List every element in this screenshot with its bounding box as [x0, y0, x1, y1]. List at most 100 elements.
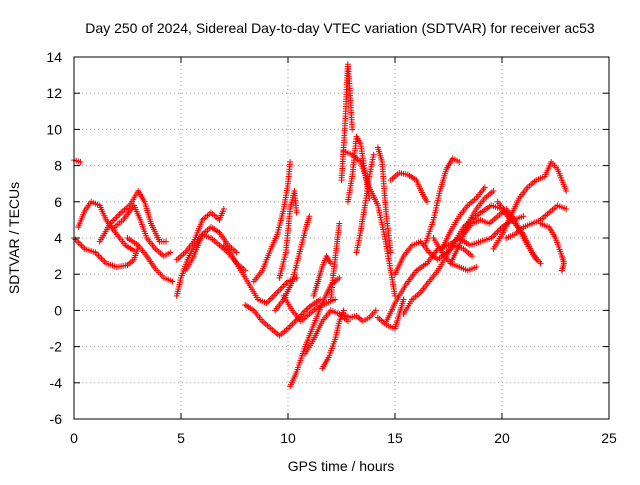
data-point	[481, 184, 488, 191]
data-point	[74, 238, 81, 245]
series-arc-37	[490, 158, 570, 252]
data-point	[274, 289, 281, 296]
series-arc-35	[439, 184, 488, 252]
series-arc-14	[276, 187, 300, 281]
data-point	[372, 307, 379, 314]
data-point	[265, 298, 272, 305]
data-point	[130, 247, 137, 254]
data-point	[520, 213, 527, 220]
y-tick-label: 0	[54, 302, 62, 318]
y-tick-label: 12	[46, 85, 62, 101]
series-arc-17	[302, 307, 351, 357]
data-point	[424, 198, 431, 205]
data-point	[278, 284, 285, 291]
y-tick-label: 14	[46, 49, 62, 65]
x-tick-label: 5	[177, 430, 185, 446]
data-point	[491, 231, 498, 238]
data-point	[349, 126, 356, 133]
data-point	[387, 249, 394, 256]
data-point	[370, 151, 377, 158]
series-arc-32	[421, 155, 463, 249]
y-tick-label: 4	[54, 230, 62, 246]
x-tick-label: 25	[601, 430, 617, 446]
series-arc-21	[338, 61, 356, 184]
data-point	[473, 263, 480, 270]
grid	[74, 57, 609, 419]
data-point	[563, 206, 570, 213]
data-point	[287, 158, 294, 165]
data-point	[392, 292, 398, 299]
series-arc-01	[71, 157, 84, 165]
data-point	[268, 295, 275, 302]
series-arc-30	[392, 238, 476, 278]
chart-title: Day 250 of 2024, Sidereal Day-to-day VTE…	[85, 20, 595, 36]
data-point	[291, 319, 298, 326]
y-tick-label: -6	[50, 411, 63, 427]
data-point	[233, 249, 240, 256]
series-arc-12	[250, 158, 294, 285]
data-point	[281, 281, 288, 288]
data-point	[277, 286, 284, 293]
series-arc-39	[503, 202, 570, 241]
data-point	[558, 267, 565, 274]
data-point	[111, 215, 118, 222]
data-point	[96, 254, 103, 261]
y-tick-label: -4	[50, 375, 63, 391]
x-tick-label: 15	[387, 430, 403, 446]
data-point	[327, 260, 334, 267]
data-point	[266, 297, 273, 304]
y-tick-label: -2	[50, 339, 63, 355]
data-point	[110, 217, 117, 224]
data-point	[336, 220, 343, 227]
data-point	[113, 214, 120, 221]
series-arc-22	[340, 307, 379, 325]
data-point	[72, 236, 79, 243]
series-arc-40	[537, 220, 568, 274]
series-arc-25	[353, 151, 377, 256]
data-point	[163, 238, 170, 245]
data-point	[400, 296, 407, 303]
axis-ticks: 0 5 10 15 20 25 -6 -4 -2 0 2 4 6 8 10 12 14	[46, 49, 617, 446]
x-tick-label: 20	[494, 430, 510, 446]
series-arc-26	[374, 144, 394, 256]
data-point	[169, 278, 176, 285]
data-point	[492, 230, 499, 237]
data-point	[289, 320, 296, 327]
data-point	[269, 293, 276, 300]
data-point	[288, 322, 295, 329]
data-point	[95, 252, 102, 259]
data-point	[293, 209, 300, 216]
series-arc-20	[327, 220, 343, 303]
data-point	[167, 249, 174, 256]
data-point	[220, 206, 227, 213]
series-arc-06	[124, 235, 176, 285]
data-point	[77, 158, 84, 165]
data-point	[306, 213, 313, 220]
data-point	[271, 292, 278, 299]
data-point	[469, 253, 476, 260]
y-tick-label: 6	[54, 194, 62, 210]
series-arc-33	[430, 235, 480, 274]
x-tick-label: 0	[70, 430, 78, 446]
data-point	[490, 187, 497, 194]
data-point	[75, 239, 82, 246]
data-point	[563, 187, 570, 194]
data-point	[537, 260, 544, 267]
data-point	[533, 256, 540, 263]
y-axis-label: SDTVAR / TECUs	[6, 182, 22, 294]
data-point	[303, 306, 310, 313]
data-point	[77, 241, 84, 248]
data-point	[336, 274, 343, 281]
series-arc-18	[310, 253, 334, 299]
y-tick-label: 2	[54, 266, 62, 282]
data-point	[275, 287, 282, 294]
data-point	[280, 283, 287, 290]
data-points	[71, 61, 570, 390]
series-arc-19	[319, 307, 347, 372]
series-arc-10	[220, 242, 300, 307]
series-arc-08	[173, 206, 227, 263]
data-point	[78, 242, 85, 249]
data-point	[98, 255, 105, 262]
